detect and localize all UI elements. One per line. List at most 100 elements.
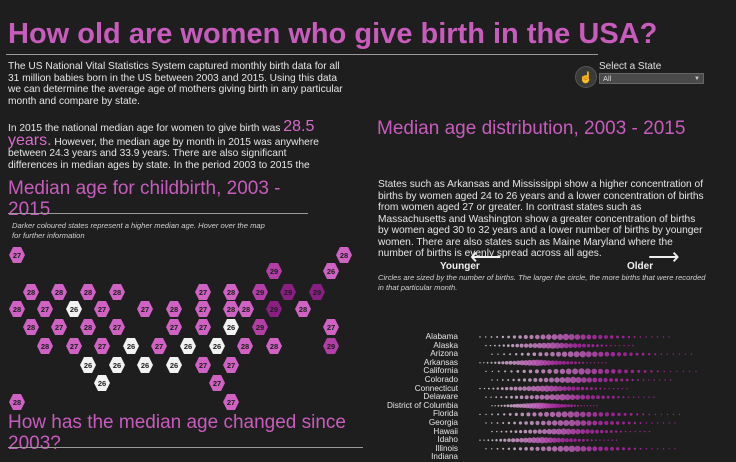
birth-month-circle[interactable]: [509, 404, 513, 408]
birth-month-circle[interactable]: [678, 413, 681, 416]
state-hex[interactable]: 29: [266, 301, 282, 317]
birth-month-circle[interactable]: [551, 437, 558, 443]
birth-month-circle[interactable]: [534, 394, 540, 400]
birth-month-circle[interactable]: [524, 447, 528, 451]
birth-month-circle[interactable]: [669, 379, 672, 381]
birth-month-circle[interactable]: [500, 387, 504, 390]
birth-month-circle[interactable]: [506, 344, 510, 347]
state-hex[interactable]: 26: [137, 357, 153, 373]
state-hex[interactable]: 26: [109, 357, 125, 373]
birth-month-circle[interactable]: [648, 396, 650, 398]
birth-month-circle[interactable]: [591, 368, 597, 375]
birth-month-circle[interactable]: [507, 447, 511, 450]
birth-month-circle[interactable]: [566, 386, 572, 391]
birth-month-circle[interactable]: [641, 352, 645, 356]
birth-month-circle[interactable]: [617, 369, 622, 374]
birth-month-circle[interactable]: [567, 351, 574, 358]
birth-month-circle[interactable]: [503, 404, 506, 407]
state-hex[interactable]: 29: [252, 284, 268, 300]
birth-month-circle[interactable]: [541, 420, 546, 426]
birth-month-circle[interactable]: [563, 404, 567, 408]
state-hex[interactable]: 27: [151, 338, 167, 354]
state-hex[interactable]: 26: [180, 338, 196, 354]
birth-month-circle[interactable]: [539, 394, 545, 400]
birth-month-circle[interactable]: [524, 343, 529, 348]
birth-month-circle[interactable]: [663, 370, 665, 373]
birth-month-circle[interactable]: [495, 396, 498, 399]
birth-month-circle[interactable]: [583, 405, 585, 407]
birth-month-circle[interactable]: [585, 394, 591, 400]
birth-month-circle[interactable]: [512, 378, 515, 382]
birth-month-circle[interactable]: [592, 377, 598, 383]
birth-month-circle[interactable]: [491, 448, 493, 450]
birth-month-circle[interactable]: [523, 429, 528, 434]
birth-month-circle[interactable]: [624, 369, 628, 374]
birth-month-circle[interactable]: [541, 369, 546, 374]
birth-month-circle[interactable]: [534, 369, 539, 374]
birth-month-circle[interactable]: [550, 360, 555, 366]
birth-month-circle[interactable]: [507, 421, 511, 425]
birth-month-circle[interactable]: [570, 404, 573, 408]
birth-month-circle[interactable]: [604, 412, 610, 417]
birth-month-circle[interactable]: [575, 394, 581, 400]
birth-month-circle[interactable]: [549, 342, 556, 349]
birth-month-circle[interactable]: [662, 422, 665, 424]
birth-month-circle[interactable]: [532, 412, 537, 417]
birth-month-circle[interactable]: [485, 336, 487, 338]
state-hex[interactable]: 28: [336, 247, 352, 263]
birth-month-circle[interactable]: [490, 396, 492, 398]
birth-month-circle[interactable]: [491, 379, 493, 381]
birth-month-circle[interactable]: [690, 353, 693, 355]
state-hex[interactable]: 28: [238, 301, 254, 317]
birth-month-circle[interactable]: [494, 405, 496, 407]
birth-month-circle[interactable]: [499, 438, 503, 442]
birth-month-circle[interactable]: [611, 369, 616, 374]
birth-month-circle[interactable]: [565, 428, 572, 435]
birth-month-circle[interactable]: [495, 439, 498, 442]
birth-month-circle[interactable]: [500, 404, 503, 407]
birth-month-circle[interactable]: [514, 412, 518, 416]
birth-month-circle[interactable]: [650, 370, 653, 373]
birth-month-circle[interactable]: [509, 430, 513, 433]
birth-month-circle[interactable]: [554, 342, 561, 349]
birth-month-circle[interactable]: [577, 438, 581, 442]
birth-month-circle[interactable]: [637, 379, 639, 381]
birth-month-circle[interactable]: [569, 376, 577, 384]
birth-month-circle[interactable]: [535, 420, 540, 426]
birth-month-circle[interactable]: [502, 422, 505, 424]
birth-month-circle[interactable]: [678, 353, 681, 355]
birth-month-circle[interactable]: [562, 386, 567, 391]
birth-month-circle[interactable]: [546, 428, 552, 435]
birth-month-circle[interactable]: [607, 439, 609, 441]
birth-month-circle[interactable]: [619, 430, 622, 433]
birth-month-circle[interactable]: [553, 368, 559, 374]
birth-month-circle[interactable]: [590, 439, 593, 442]
birth-month-circle[interactable]: [514, 430, 518, 433]
birth-month-circle[interactable]: [586, 405, 589, 407]
birth-month-circle[interactable]: [507, 335, 510, 339]
birth-month-circle[interactable]: [657, 448, 659, 450]
birth-month-circle[interactable]: [605, 344, 608, 347]
birth-month-circle[interactable]: [544, 411, 549, 417]
birth-month-circle[interactable]: [497, 353, 499, 355]
birth-month-circle[interactable]: [529, 334, 534, 340]
birth-month-circle[interactable]: [609, 378, 613, 382]
birth-month-circle[interactable]: [487, 439, 490, 442]
birth-month-circle[interactable]: [586, 362, 588, 364]
birth-month-circle[interactable]: [496, 447, 499, 450]
state-hex[interactable]: 29: [323, 338, 339, 354]
birth-month-circle[interactable]: [533, 378, 538, 382]
birth-month-circle[interactable]: [586, 411, 592, 417]
birth-month-circle[interactable]: [559, 368, 566, 375]
birth-month-circle[interactable]: [616, 352, 622, 357]
birth-month-circle[interactable]: [644, 430, 646, 433]
birth-month-circle[interactable]: [546, 420, 552, 426]
birth-month-circle[interactable]: [570, 428, 576, 435]
birth-month-circle[interactable]: [501, 335, 505, 339]
birth-month-circle[interactable]: [645, 422, 648, 424]
state-hex[interactable]: 28: [37, 338, 53, 354]
birth-month-circle[interactable]: [485, 396, 487, 398]
birth-month-circle[interactable]: [514, 395, 519, 399]
birth-month-circle[interactable]: [491, 405, 493, 407]
birth-month-circle[interactable]: [592, 334, 597, 340]
